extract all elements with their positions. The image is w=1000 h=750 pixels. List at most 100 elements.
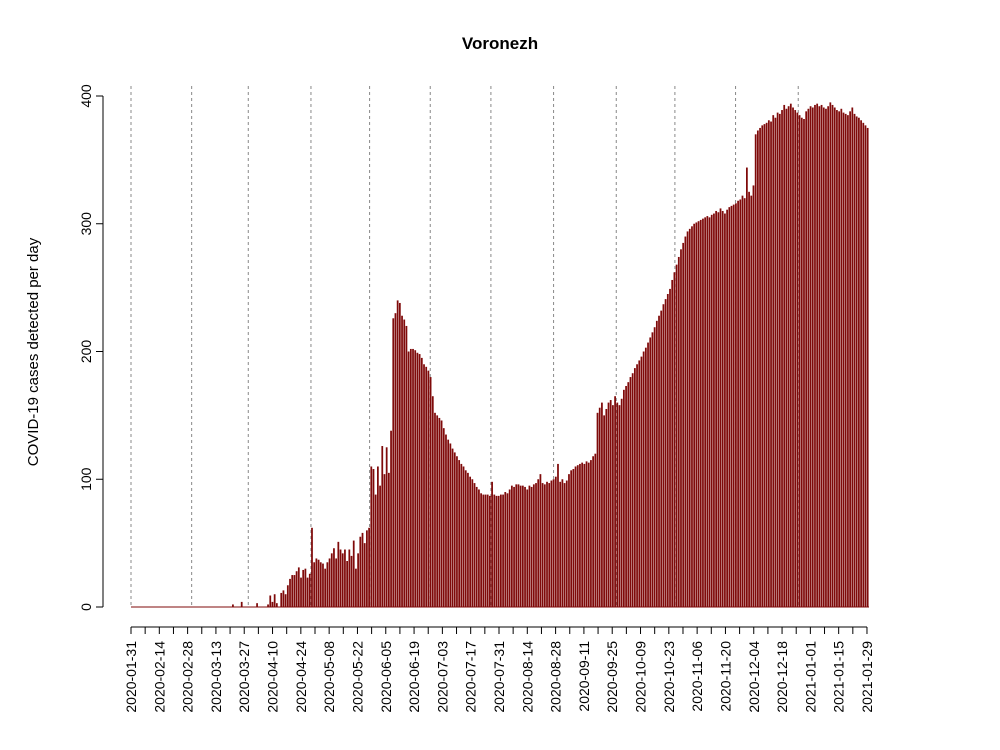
bar [543,484,546,607]
bar [510,485,513,607]
bar [337,541,340,607]
bar [232,604,234,607]
bar [269,595,272,607]
chart-title: Voronezh [462,34,538,53]
bar [273,594,276,607]
bar [434,412,436,607]
bar [715,210,718,607]
bar [500,494,502,607]
x-tick-label: 2020-02-14 [151,641,167,713]
bar [473,483,476,607]
bar [453,452,456,607]
bar [286,585,289,607]
bar [366,530,368,607]
bar [860,120,862,608]
bar [295,571,298,607]
bar [660,310,663,607]
bar [532,484,535,607]
bar [495,495,498,607]
x-tick-label: 2020-03-13 [208,641,224,713]
bar [557,463,559,607]
bar [398,302,401,607]
bar [579,463,581,607]
bar [576,465,579,607]
bar [456,456,458,607]
bar [418,354,421,607]
bar [370,466,373,607]
x-tick-label: 2020-02-28 [180,641,196,713]
bar [811,107,814,607]
bar [807,108,810,607]
x-tick-label: 2020-01-31 [123,641,139,713]
bar [803,119,805,607]
bar [412,348,414,607]
bar [335,558,338,607]
bar [304,568,307,607]
bar [445,434,447,607]
bar [728,207,731,607]
bar [666,294,669,607]
bar [385,447,388,607]
y-tick-label: 100 [78,467,94,491]
bar [798,115,801,607]
bar [289,578,291,607]
bar [842,112,845,608]
bar [548,483,551,607]
bar [688,228,691,608]
bar [594,453,597,607]
bar [293,575,296,607]
bar [379,485,381,607]
bar [346,561,349,607]
bar [475,486,478,607]
x-tick-label: 2020-07-03 [434,641,450,713]
bar [396,300,399,607]
x-tick-label: 2021-01-29 [859,641,875,713]
bar [609,400,612,607]
bar [774,117,777,607]
bar [416,352,419,607]
bar [831,104,834,607]
bar [348,549,351,607]
bar [383,474,386,607]
bar [612,405,614,607]
bar [640,356,643,607]
bar [862,122,865,607]
bar [822,107,825,607]
x-tick-label: 2020-12-18 [774,641,790,713]
bar [623,389,625,607]
bar [372,469,375,607]
bar [460,463,463,607]
bar [423,364,425,607]
bar [530,486,533,607]
bar [603,415,605,608]
bar [697,221,700,607]
bar [858,117,860,607]
bar [355,568,357,607]
bar [754,134,757,607]
x-tick-label: 2020-11-06 [689,641,705,712]
bar [825,108,827,607]
bar [451,448,454,607]
bar [684,236,687,607]
bar [300,577,302,607]
bar [403,319,406,607]
bar [713,213,715,607]
bar [521,485,524,607]
bar [341,553,344,607]
bar [467,472,469,607]
bar [655,320,658,607]
y-axis-label: COVID-19 cases detected per day [25,237,42,466]
bar [789,103,792,608]
bar [814,104,816,607]
bar [363,543,366,608]
bar [267,604,269,607]
bar [629,377,632,607]
bar [561,479,564,607]
y-tick-label: 400 [78,84,94,108]
bar [506,493,509,607]
bar [482,494,485,607]
bar [616,402,619,607]
bar [669,288,671,607]
bar [497,495,500,607]
bar [280,592,283,607]
